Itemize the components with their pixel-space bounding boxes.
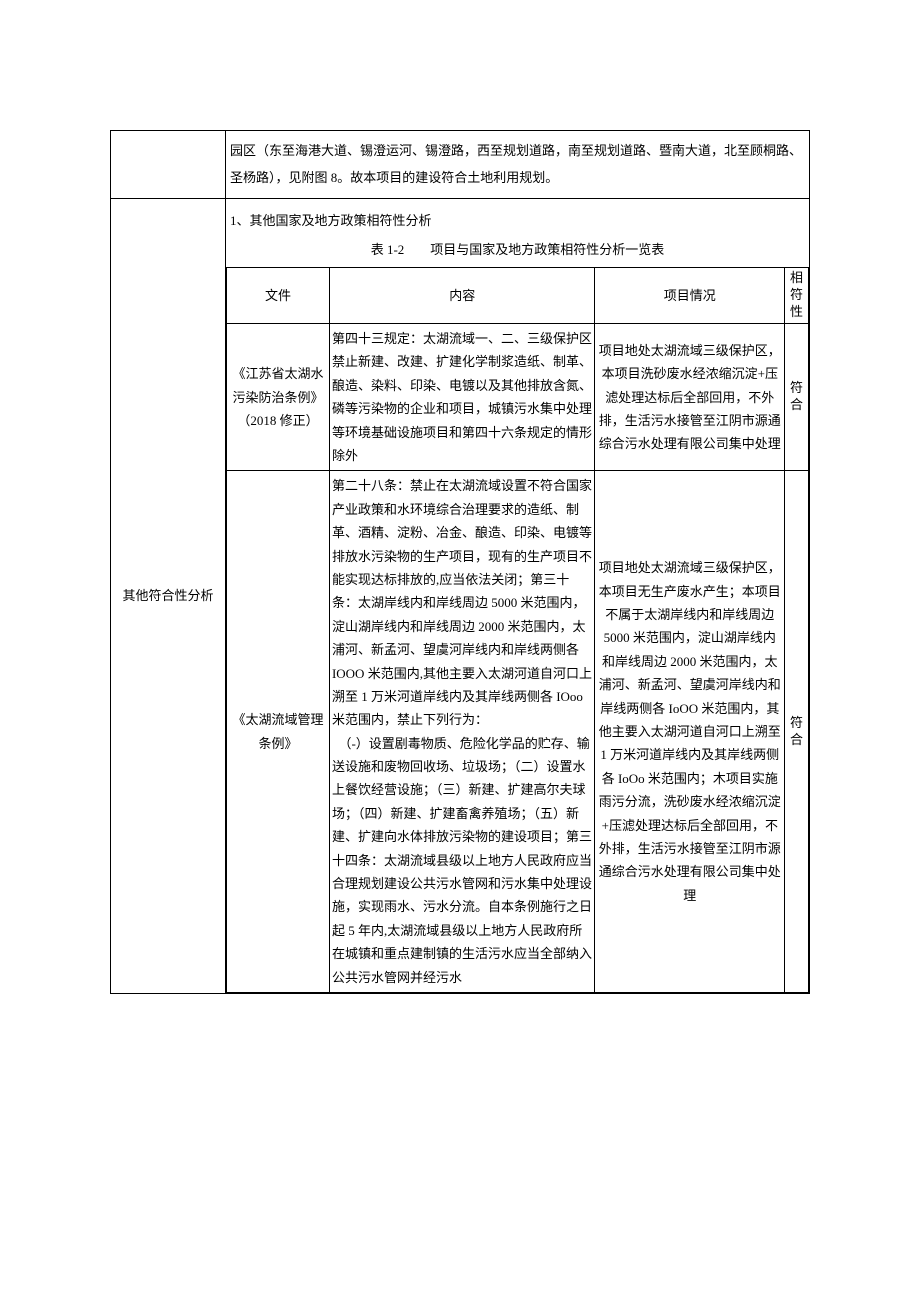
inner-table-title: 表 1-2 项目与国家及地方政策相符性分析一览表 [226,234,809,267]
outer-row-1: 园区（东至海港大道、锡澄运河、锡澄路，西至规划道路，南至规划道路、暨南大道，北至… [111,131,810,199]
cell-situation-0: 项目地处太湖流域三级保护区，本项目洗砂废水经浓缩沉淀+压滤处理达标后全部回用，不… [595,324,785,471]
outer-row-2: 其他符合性分析 1、其他国家及地方政策相符性分析 表 1-2 项目与国家及地方政… [111,198,810,993]
header-conform: 相符性 [785,268,809,324]
document-page: 园区（东至海港大道、锡澄运河、锡澄路，西至规划道路，南至规划道路、暨南大道，北至… [0,0,920,1194]
cell-situation-1: 项目地处太湖流域三级保护区，本项目无生产废水产生；本项目不属于太湖岸线内和岸线周… [595,471,785,993]
cell-doc-0: 《江苏省太湖水污染防治条例》（2018 修正） [227,324,330,471]
cell-conform-0: 符合 [785,324,809,471]
outer-row-2-label: 其他符合性分析 [111,198,226,993]
header-content: 内容 [329,268,595,324]
policy-conformity-table: 文件 内容 项目情况 相符性 《江苏省太湖水污染防治条例》（2018 修正） 第… [226,267,809,993]
cell-content-0: 第四十三规定：太湖流域一、二、三级保护区禁止新建、改建、扩建化学制浆造纸、制革、… [329,324,595,471]
inner-table-header-row: 文件 内容 项目情况 相符性 [227,268,809,324]
outer-row-1-content-cell: 园区（东至海港大道、锡澄运河、锡澄路，西至规划道路，南至规划道路、暨南大道，北至… [226,131,810,199]
header-situation: 项目情况 [595,268,785,324]
outer-table: 园区（东至海港大道、锡澄运河、锡澄路，西至规划道路，南至规划道路、暨南大道，北至… [110,130,810,994]
cell-conform-1: 符合 [785,471,809,993]
table-row: 《江苏省太湖水污染防治条例》（2018 修正） 第四十三规定：太湖流域一、二、三… [227,324,809,471]
table-row: 《太湖流域管理条例》 第二十八条：禁止在太湖流域设置不符合国家产业政策和水环境综… [227,471,809,993]
cell-doc-1: 《太湖流域管理条例》 [227,471,330,993]
header-doc: 文件 [227,268,330,324]
policy-analysis-heading: 1、其他国家及地方政策相符性分析 [226,199,809,234]
row1-paragraph: 园区（东至海港大道、锡澄运河、锡澄路，西至规划道路，南至规划道路、暨南大道，北至… [226,131,809,198]
outer-row-1-label [111,131,226,199]
outer-row-2-content-cell: 1、其他国家及地方政策相符性分析 表 1-2 项目与国家及地方政策相符性分析一览… [226,198,810,993]
cell-content-1: 第二十八条：禁止在太湖流域设置不符合国家产业政策和水环境综合治理要求的造纸、制革… [329,471,595,993]
